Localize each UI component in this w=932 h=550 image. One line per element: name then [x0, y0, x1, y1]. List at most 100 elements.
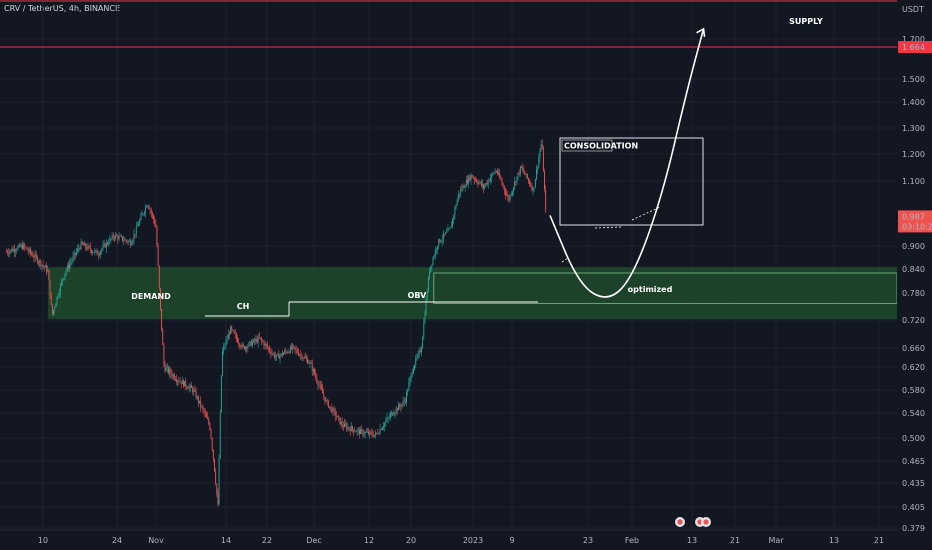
demand-zone [47, 267, 897, 320]
candle-body [196, 396, 198, 399]
candle-body [201, 406, 203, 408]
candle-body [265, 343, 267, 346]
candle-body [111, 235, 113, 239]
time-tick-label: 23 [583, 536, 593, 545]
candle-body [422, 337, 424, 349]
candle-body [314, 369, 315, 375]
price-tick-label: 0.840 [902, 265, 925, 274]
candle-body [217, 493, 219, 505]
candle-body [205, 414, 207, 418]
candle-body [54, 307, 56, 311]
candle-body [258, 336, 260, 338]
candle-body [254, 339, 256, 342]
price-tick-label: 1.300 [902, 124, 925, 133]
candle-body [71, 260, 73, 263]
candle-body [452, 218, 453, 227]
candle-body [534, 179, 536, 188]
price-tick-label: 0.900 [902, 242, 925, 251]
candle-body [358, 429, 360, 435]
candle-body [310, 362, 312, 364]
time-tick-label: Feb [625, 536, 639, 545]
candle-body [500, 177, 502, 181]
candle-body [165, 367, 167, 372]
candle-body [349, 428, 351, 432]
candle-body [457, 194, 459, 200]
candle-body [255, 339, 257, 342]
candle-body [186, 386, 188, 389]
candle-body [116, 234, 118, 237]
candle-body [184, 381, 186, 387]
candle-body [438, 239, 440, 246]
candle-body [249, 341, 251, 343]
candle-body [41, 264, 43, 267]
candle-body [70, 262, 72, 264]
candle-body [46, 266, 48, 272]
candle-body [448, 228, 450, 230]
candle-body [334, 410, 336, 417]
candle-body [80, 241, 82, 249]
consolidation-label-box [561, 139, 613, 152]
candle-body [27, 250, 29, 252]
candle-body [461, 189, 463, 191]
candle-body [295, 348, 297, 350]
candle-body [499, 172, 501, 178]
candle-body [366, 431, 368, 433]
price-tick-label: 0.720 [902, 316, 925, 325]
candle-body [147, 205, 149, 207]
candle-body [130, 241, 131, 246]
candle-body [238, 342, 240, 344]
candle-body [51, 304, 53, 315]
candle-body [389, 414, 391, 418]
candle-body [412, 368, 414, 374]
candle-body [277, 353, 279, 355]
candle-body [94, 250, 96, 253]
candle-body [222, 350, 223, 376]
candle-body [248, 342, 250, 347]
candle-body [532, 187, 534, 191]
candle-body [293, 345, 295, 347]
time-tick-label: 9 [509, 536, 514, 545]
candle-body [180, 381, 182, 384]
grid [0, 0, 897, 529]
candle-body [446, 231, 448, 233]
time-tick-label: 13 [829, 536, 839, 545]
candle-body [73, 252, 75, 257]
candle-body [447, 228, 449, 232]
candle-body [326, 400, 328, 401]
candle-body [297, 352, 299, 356]
candle-body [503, 186, 505, 191]
candle-body [12, 248, 14, 252]
candle-body [136, 225, 138, 227]
candle-body [299, 354, 301, 356]
candle-body [102, 245, 104, 249]
candle-body [320, 385, 322, 389]
candle-body [496, 171, 498, 174]
candle-body [531, 186, 533, 191]
candle-body [501, 180, 503, 184]
candle-body [240, 346, 242, 348]
candle-body [410, 373, 412, 378]
candle-body [120, 236, 122, 237]
consolidation-dash-1 [594, 226, 622, 229]
price-tick-label: 0.405 [902, 503, 925, 512]
candle-body [97, 255, 99, 256]
candle-body [216, 483, 218, 494]
candle-body [462, 185, 464, 190]
candle-body [424, 314, 426, 323]
candle-body [463, 185, 465, 188]
candle-body [395, 408, 397, 413]
candle-body [150, 210, 152, 213]
candle-body [363, 434, 365, 435]
candle-body [31, 252, 33, 255]
candle-body [8, 252, 10, 254]
candle-body [42, 264, 44, 267]
event-flag-dot [677, 519, 683, 525]
candle-body [294, 346, 296, 349]
candle-body [79, 248, 81, 249]
candle-body [514, 181, 516, 188]
price-axis: USDT 1.700 1.500 1.400 1.300 1.200 1.100 0.900 0… [897, 0, 932, 550]
candle-body [61, 281, 62, 285]
candle-body [468, 176, 470, 184]
candle-body [77, 248, 79, 252]
